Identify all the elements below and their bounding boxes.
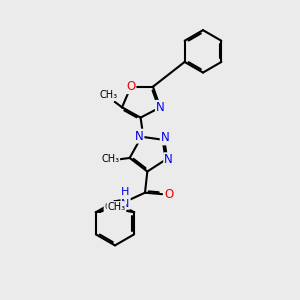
Text: N: N (156, 101, 165, 114)
Text: O: O (164, 188, 174, 201)
Text: CH₃: CH₃ (107, 202, 125, 212)
Text: CH₃: CH₃ (101, 154, 119, 164)
Text: O: O (126, 80, 136, 93)
Text: N: N (164, 153, 173, 166)
Text: CH₃: CH₃ (99, 90, 118, 100)
Text: N: N (160, 131, 169, 144)
Text: H
N: H N (122, 187, 130, 209)
Text: N: N (135, 130, 143, 143)
Text: CH₃: CH₃ (104, 202, 122, 212)
